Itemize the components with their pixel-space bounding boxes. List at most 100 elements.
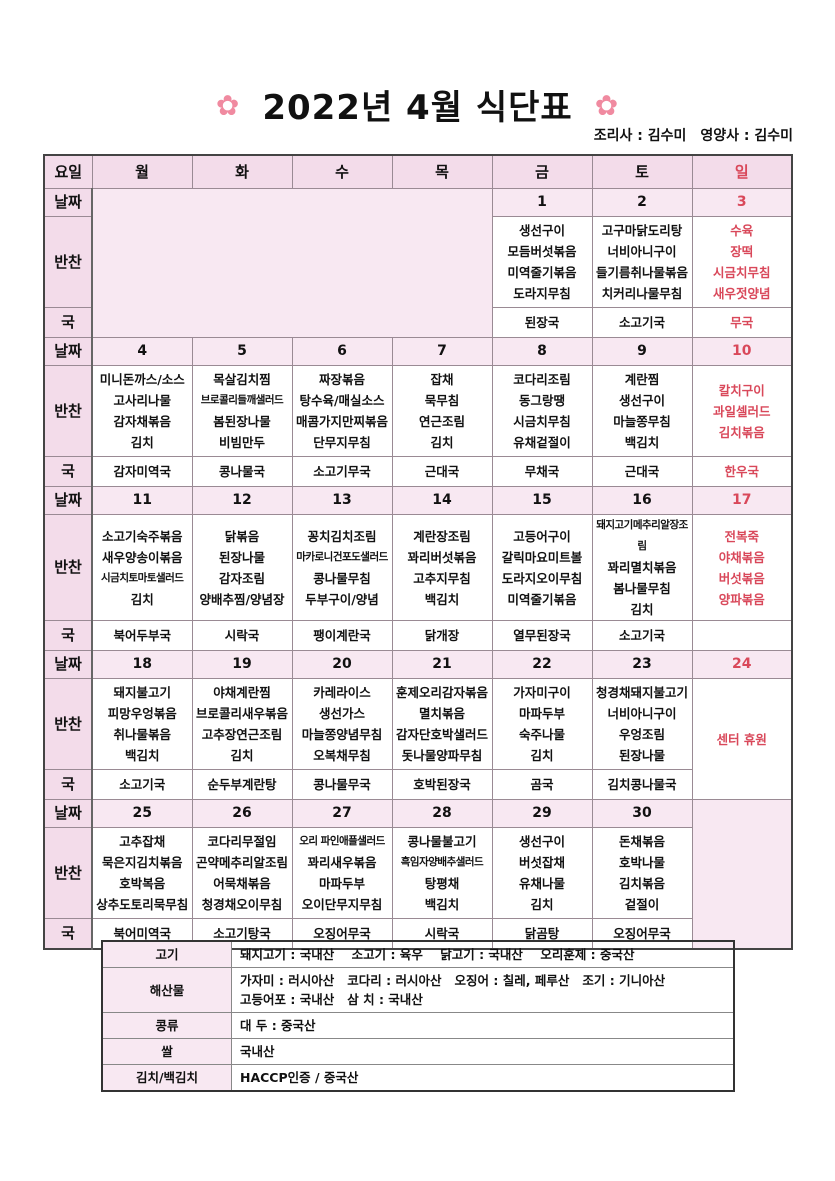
origin-value: 대 두 : 중국산 [231, 1012, 735, 1039]
nutritionist-name: 영양사 : 김수미 [700, 128, 793, 144]
side-dish: 마늘쫑양념무침 [301, 727, 383, 742]
soup-cell: 무채국 [491, 456, 593, 487]
side-dish: 청경채오이무침 [201, 897, 283, 912]
side-dish: 우엉조림 [618, 727, 665, 742]
side-dish: 생선구이 [618, 393, 665, 408]
origin-line: 돼지고기 : 국내산 소고기 : 육우 닭고기 : 국내산 오리훈제 : 중국산 [240, 947, 635, 962]
soup-cell: 근대국 [391, 456, 493, 487]
date-row: 날짜 4 5 6 7 8 9 10 [43, 337, 793, 366]
date-cell: 16 [591, 486, 693, 515]
side-dishes-cell: 코다리무절임 곤약메추리알조림 어묵채볶음 청경채오이무침 [191, 827, 293, 919]
date-label: 날짜 [43, 188, 93, 217]
side-dish: 새우젓양념 [712, 286, 771, 301]
side-row: 반찬 돼지불고기 피망우엉볶음 취나물볶음 백김치 야채계란찜 브로콜리새우볶음 고추장연근조… [43, 678, 793, 800]
side-dish: 너비아니구이 [607, 244, 677, 259]
side-dishes-cell: 꽁치김치조림 마카로니건포도샐러드 콩나물무침 두부구이/양념 [291, 514, 393, 621]
side-dish: 미역줄기볶음 [507, 265, 577, 280]
side-dish: 치커리나물무침 [601, 286, 683, 301]
origin-line: 가자미 : 러시아산 코다리 : 러시아산 오징어 : 칠레, 페루산 조기 :… [240, 973, 666, 988]
side-row: 반찬 소고기숙주볶음 새우양송이볶음 시금치토마토샐러드 김치 닭볶음 된장나물 감자조림 양배… [43, 514, 793, 621]
date-cell: 23 [591, 650, 693, 679]
side-dishes-cell: 닭볶음 된장나물 감자조림 양배추찜/양념장 [191, 514, 293, 621]
side-dishes-cell: 가자미구이 마파두부 숙주나물 김치 [491, 678, 593, 770]
side-dish: 생선구이 [518, 223, 565, 238]
weekday-label: 요일 [43, 154, 93, 189]
side-dishes-cell: 칼치구이 과일셀러드 김치볶음 [691, 365, 793, 457]
side-dish: 마늘쫑무침 [613, 414, 671, 429]
date-cell: 4 [91, 337, 193, 366]
side-dish: 고추장연근조림 [201, 727, 283, 742]
side-dishes-cell: 목살김치찜 브로콜리들깨샐러드 봄된장나물 비빔만두 [191, 365, 293, 457]
soup-cell: 열무된장국 [491, 620, 593, 651]
side-dish: 김치볶음 [718, 424, 765, 440]
side-label: 반찬 [43, 514, 93, 621]
side-dishes-cell: 짜장볶음 탕수육/매실소스 매콤가지만찌볶음 단무지무침 [291, 365, 393, 457]
soup-label: 국 [43, 620, 93, 651]
soup-cell: 한우국 [691, 456, 793, 487]
weekday-3: 목 [391, 154, 493, 189]
side-dish: 피망우엉볶음 [107, 706, 177, 721]
side-dish: 마파두부 [518, 706, 565, 721]
side-dishes-cell: 오리 파인애플샐러드 꽈리새우볶음 마파두부 오이단무지무침 [291, 827, 393, 919]
side-dishes-cell: 돼지고기메추리알장조림 꽈리멸치볶음 봄나물무침 김치 [591, 514, 693, 621]
side-dishes-cell: 카레라이스 생선가스 마늘쫑양념무침 오복채무침 [291, 678, 393, 770]
date-cell: 3 [691, 188, 793, 217]
side-dish: 계란장조림 [413, 528, 471, 544]
soup-cell: 소고기국 [91, 769, 193, 800]
side-dish: 탕평채 [424, 876, 460, 891]
side-dish: 겉절이 [624, 897, 660, 912]
side-dish: 곤약메추리알조림 [195, 855, 288, 870]
date-row: 날짜 1 2 3 [43, 188, 793, 338]
soup-cell: 북어두부국 [91, 620, 193, 651]
side-dish: 계란찜 [624, 372, 660, 387]
side-label: 반찬 [43, 365, 93, 457]
side-dish: 콩나물불고기 [407, 834, 477, 849]
origin-value: 국내산 [231, 1038, 735, 1065]
soup-cell: 콩나물국 [191, 456, 293, 487]
side-dish: 양배추찜/양념장 [199, 591, 285, 607]
side-dish: 시금치무침 [712, 265, 771, 280]
side-dish: 너비아니구이 [607, 706, 677, 721]
side-dish: 김치 [430, 435, 454, 450]
soup-cell: 된장국 [491, 307, 593, 338]
soup-cell [691, 620, 793, 651]
weekday-1: 화 [191, 154, 293, 189]
date-cell: 18 [91, 650, 193, 679]
soup-cell: 시락국 [191, 620, 293, 651]
side-label: 반찬 [43, 216, 93, 308]
soup-cell: 소고기국 [591, 620, 693, 651]
soup-cell: 근대국 [591, 456, 693, 487]
side-dish: 야채볶음 [718, 549, 765, 565]
side-dish: 짜장볶음 [318, 372, 365, 387]
empty-cell [691, 799, 793, 950]
origin-line: 국내산 [240, 1044, 275, 1059]
origin-value: 가자미 : 러시아산 코다리 : 러시아산 오징어 : 칠레, 페루산 조기 :… [231, 967, 735, 1013]
side-dish: 고추지무침 [413, 570, 471, 586]
side-dish: 생선구이 [518, 834, 565, 849]
menu-table: 요일 월 화 수 목 금 토 일 날짜 1 2 3 반찬 생선구이 모듬버섯볶음 미역줄기볶음 도라지무침 고구마… [43, 154, 793, 950]
side-dish: 콩나물무침 [313, 570, 371, 586]
soup-row: 국 된장국 소고기국 무국 [43, 307, 793, 338]
side-dish: 감자단호박샐러드 [395, 727, 488, 742]
date-label: 날짜 [43, 337, 93, 366]
side-row: 반찬 생선구이 모듬버섯볶음 미역줄기볶음 도라지무침 고구마닭도리탕 너비아니구이 들기름취… [43, 216, 793, 308]
soup-label: 국 [43, 456, 93, 487]
soup-cell: 콩나물무국 [291, 769, 393, 800]
origin-line: HACCP인증 / 중국산 [240, 1070, 359, 1085]
side-dish: 꽁치김치조림 [307, 528, 377, 544]
origin-line: 고등어포 : 국내산 삼 치 : 국내산 [240, 992, 423, 1007]
side-dish: 고사리나물 [113, 393, 171, 408]
side-dishes-cell: 고등어구이 갈릭마요미트볼 도라지오이무침 미역줄기볶음 [491, 514, 593, 621]
date-row: 날짜 11 12 13 14 15 16 17 [43, 486, 793, 515]
side-dish: 시금치무침 [513, 414, 571, 429]
side-dishes-cell: 훈제오리감자볶음 멸치볶음 감자단호박샐러드 돗나물양파무침 [391, 678, 493, 770]
origin-row: 해산물 가자미 : 러시아산 코다리 : 러시아산 오징어 : 칠레, 페루산 조… [101, 967, 735, 1013]
side-dish: 고추잡채 [119, 834, 166, 849]
side-dish: 꽈리새우볶음 [307, 855, 377, 870]
origin-row: 콩류 대 두 : 중국산 [101, 1012, 735, 1039]
side-dish: 백김치 [424, 591, 460, 607]
soup-label: 국 [43, 307, 93, 338]
date-cell: 25 [91, 799, 193, 828]
date-cell: 12 [191, 486, 293, 515]
side-dishes-cell: 돼지불고기 피망우엉볶음 취나물볶음 백김치 [91, 678, 193, 770]
